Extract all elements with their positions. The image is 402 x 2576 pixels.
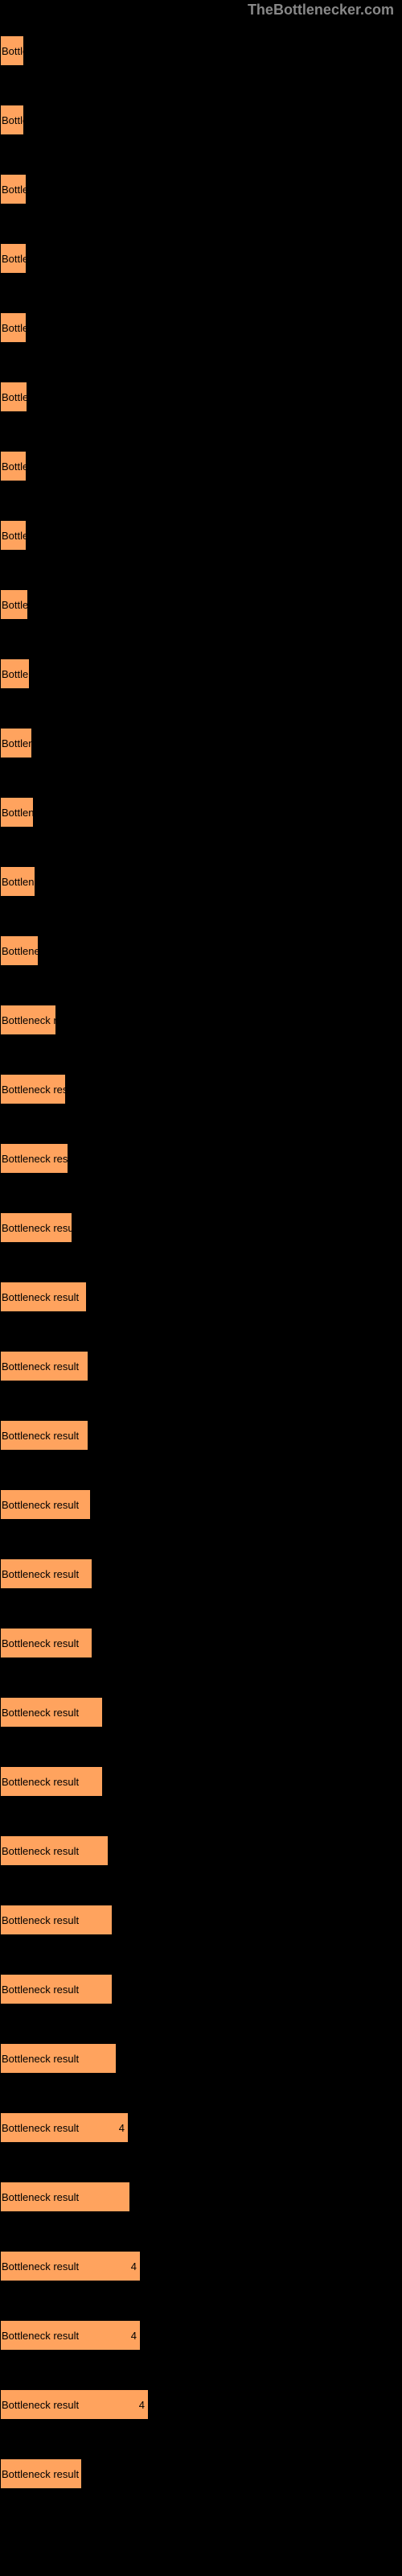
row-label: Bottleneck result xyxy=(2,1568,79,1580)
row-label: Bottleneck result xyxy=(2,1291,79,1303)
chart-row: 4 Bottleneck result xyxy=(0,2231,402,2301)
row-label: Bottlen xyxy=(2,599,34,611)
chart-row: Bottleneck result xyxy=(0,1331,402,1401)
row-label: Bottleneck result xyxy=(2,2260,79,2273)
row-label: Bottle xyxy=(2,253,28,265)
bar-value: 4 xyxy=(119,2122,125,2134)
row-label: Bottleneck result xyxy=(2,1360,79,1373)
chart-row: Bottleneck result xyxy=(0,1401,402,1470)
row-label: Bottlen xyxy=(2,391,34,403)
chart-row: Bottleneck result xyxy=(0,2024,402,2093)
row-label: Bottleneck result xyxy=(2,1084,79,1096)
row-label: Bottleneck result xyxy=(2,2122,79,2134)
chart-row: Bottleneck result xyxy=(0,1539,402,1608)
chart-row: Bottleneck result xyxy=(0,1678,402,1747)
row-label: Bottle xyxy=(2,460,28,473)
chart-row: Bottlen xyxy=(0,639,402,708)
chart-row: Bottle xyxy=(0,85,402,155)
bar-value: 4 xyxy=(131,2330,137,2342)
row-label: Bottleneck result xyxy=(2,2191,79,2203)
row-label: Bottlene xyxy=(2,807,40,819)
bar-value: 4 xyxy=(139,2399,145,2411)
chart-row: 4 Bottleneck result xyxy=(0,2370,402,2439)
row-label: Bottleneck result xyxy=(2,2468,79,2480)
chart-row: Bottleneck result xyxy=(0,1193,402,1262)
row-label: Bottlene xyxy=(2,876,40,888)
chart-row: Bottle xyxy=(0,224,402,293)
row-label: Bottleneck result xyxy=(2,2399,79,2411)
row-label: Bottleneck result xyxy=(2,2330,79,2342)
chart-row: Bottleneck re xyxy=(0,985,402,1055)
bar-value: 4 xyxy=(131,2260,137,2273)
chart-row: Bottleneck res xyxy=(0,1124,402,1193)
chart-row: Bottleneck result xyxy=(0,1262,402,1331)
bar-chart: Bottle Bottle Bottle Bottle Bottle Bottlen Bot… xyxy=(0,16,402,2576)
row-label: Bottlen xyxy=(2,737,34,749)
chart-row: Bottlen xyxy=(0,708,402,778)
chart-row: Bottlenec xyxy=(0,916,402,985)
chart-row: Bottle xyxy=(0,155,402,224)
chart-row: Bottle xyxy=(0,501,402,570)
chart-row: Bottlen xyxy=(0,362,402,431)
chart-row: Bottleneck result xyxy=(0,1955,402,2024)
row-label: Bottleneck result xyxy=(2,1707,79,1719)
row-label: Bottle xyxy=(2,45,28,57)
row-label: Bottleneck result xyxy=(2,1499,79,1511)
row-label: Bottleneck result xyxy=(2,1914,79,1926)
row-label: Bottle xyxy=(2,114,28,126)
row-label: Bottlen xyxy=(2,668,34,680)
chart-row: Bottleneck result xyxy=(0,1885,402,1955)
chart-row: Bottle xyxy=(0,16,402,85)
chart-row: Bottle xyxy=(0,293,402,362)
chart-row: Bottleneck result xyxy=(0,2162,402,2231)
row-label: Bottle xyxy=(2,530,28,542)
row-label: Bottleneck result xyxy=(2,2053,79,2065)
chart-row: Bottleneck result xyxy=(0,1470,402,1539)
row-label: Bottleneck result xyxy=(2,1845,79,1857)
chart-row: Bottleneck result xyxy=(0,1608,402,1678)
chart-row: Bottleneck result xyxy=(0,2439,402,2508)
chart-row: 4 Bottleneck result xyxy=(0,2301,402,2370)
row-label: Bottleneck result xyxy=(2,1222,79,1234)
row-label: Bottleneck res xyxy=(2,1153,68,1165)
row-label: Bottleneck result xyxy=(2,1637,79,1649)
row-label: Bottleneck result xyxy=(2,1430,79,1442)
chart-row: Bottleneck result xyxy=(0,1816,402,1885)
chart-row: Bottlen xyxy=(0,570,402,639)
row-label: Bottleneck re xyxy=(2,1014,63,1026)
row-label: Bottle xyxy=(2,322,28,334)
chart-row: Bottlene xyxy=(0,847,402,916)
row-label: Bottleneck result xyxy=(2,1984,79,1996)
chart-row: Bottlene xyxy=(0,778,402,847)
chart-row: Bottleneck result xyxy=(0,1055,402,1124)
row-label: Bottlenec xyxy=(2,945,45,957)
chart-row: 4 Bottleneck result xyxy=(0,2093,402,2162)
row-label: Bottle xyxy=(2,184,28,196)
row-label: Bottleneck result xyxy=(2,1776,79,1788)
chart-row: Bottle xyxy=(0,431,402,501)
chart-row: Bottleneck result xyxy=(0,1747,402,1816)
